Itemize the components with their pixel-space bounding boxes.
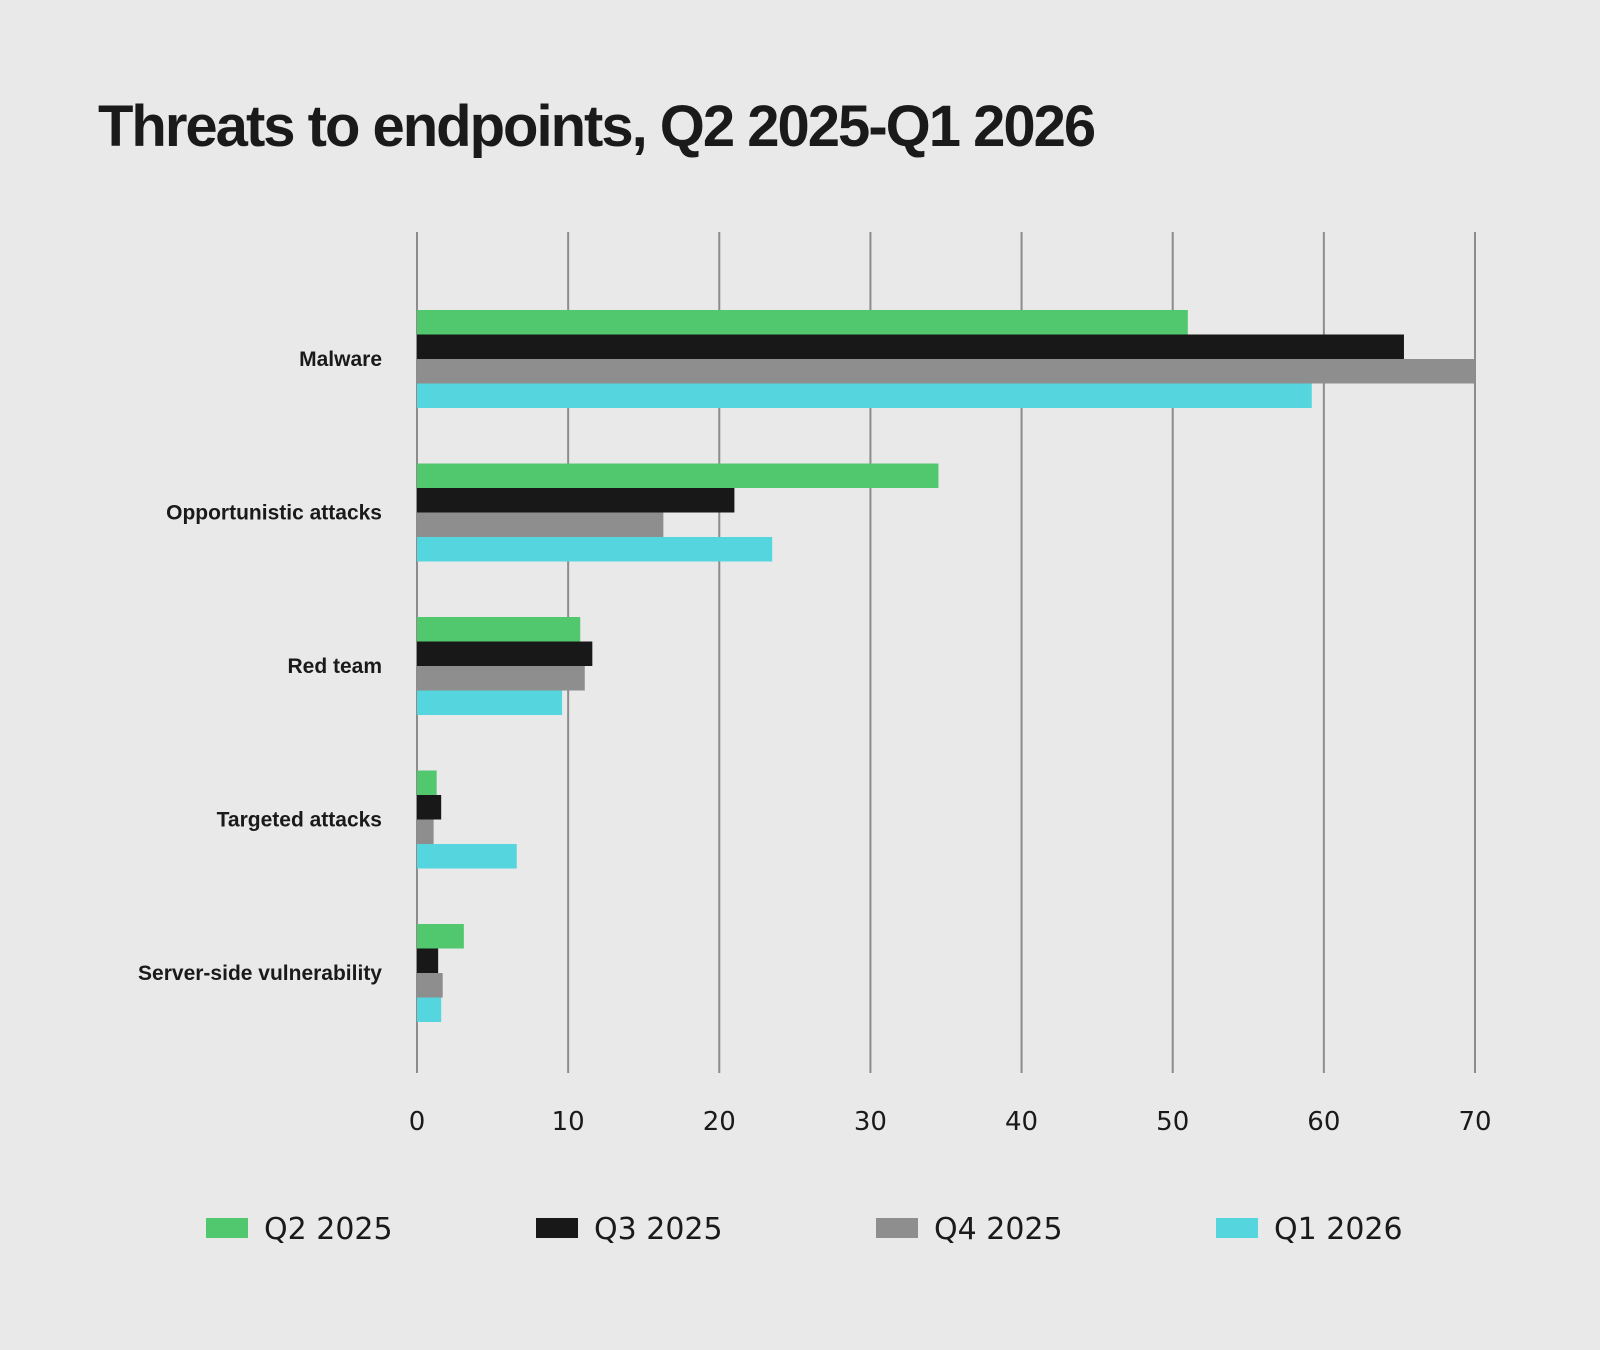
x-tick-label-10: 10 bbox=[552, 1107, 585, 1137]
legend-label-q4-2025: Q4 2025 bbox=[934, 1212, 1063, 1247]
bar-red-team-q2-2025 bbox=[417, 617, 581, 642]
x-axis-ticks: 0 10 20 30 40 50 60 70 bbox=[409, 1107, 1492, 1137]
x-tick-label-40: 40 bbox=[1005, 1107, 1038, 1137]
bars bbox=[417, 310, 1475, 1022]
legend: Q2 2025 Q3 2025 Q4 2025 Q1 2026 bbox=[206, 1212, 1403, 1247]
bar-server-side-vulnerability-q3-2025 bbox=[417, 948, 439, 973]
chart-title: Threats to endpoints, Q2 2025-Q1 2026 bbox=[98, 94, 1096, 159]
bar-targeted-attacks-q1-2026 bbox=[417, 844, 517, 869]
legend-swatch-q2-2025 bbox=[206, 1218, 248, 1238]
legend-label-q1-2026: Q1 2026 bbox=[1274, 1212, 1403, 1247]
bar-targeted-attacks-q3-2025 bbox=[417, 795, 442, 820]
bar-malware-q3-2025 bbox=[417, 334, 1404, 359]
bar-server-side-vulnerability-q4-2025 bbox=[417, 973, 443, 998]
legend-swatch-q3-2025 bbox=[536, 1218, 578, 1238]
bar-opportunistic-attacks-q1-2026 bbox=[417, 537, 773, 562]
category-label-red-team: Red team bbox=[287, 655, 382, 678]
bar-targeted-attacks-q2-2025 bbox=[417, 770, 437, 795]
bar-opportunistic-attacks-q4-2025 bbox=[417, 512, 664, 537]
bar-targeted-attacks-q4-2025 bbox=[417, 819, 434, 844]
x-tick-label-50: 50 bbox=[1156, 1107, 1189, 1137]
category-label-opportunistic-attacks: Opportunistic attacks bbox=[166, 502, 382, 525]
bar-red-team-q4-2025 bbox=[417, 666, 585, 691]
x-tick-label-60: 60 bbox=[1307, 1107, 1340, 1137]
legend-swatch-q1-2026 bbox=[1216, 1218, 1258, 1238]
category-label-targeted-attacks: Targeted attacks bbox=[217, 809, 382, 832]
x-tick-label-0: 0 bbox=[409, 1107, 426, 1137]
legend-label-q2-2025: Q2 2025 bbox=[264, 1212, 393, 1247]
bar-red-team-q1-2026 bbox=[417, 690, 563, 715]
legend-label-q3-2025: Q3 2025 bbox=[594, 1212, 723, 1247]
bar-malware-q2-2025 bbox=[417, 310, 1188, 335]
x-tick-label-20: 20 bbox=[703, 1107, 736, 1137]
category-label-server-side-vulnerability: Server-side vulnerability bbox=[138, 962, 382, 985]
x-tick-label-70: 70 bbox=[1458, 1107, 1491, 1137]
category-labels: Malware Opportunistic attacks Red team Targ… bbox=[138, 348, 382, 985]
category-label-malware: Malware bbox=[299, 348, 382, 371]
bar-server-side-vulnerability-q2-2025 bbox=[417, 924, 464, 949]
bar-opportunistic-attacks-q3-2025 bbox=[417, 488, 735, 513]
bar-red-team-q3-2025 bbox=[417, 641, 593, 666]
bar-server-side-vulnerability-q1-2026 bbox=[417, 997, 442, 1022]
bar-opportunistic-attacks-q2-2025 bbox=[417, 463, 939, 488]
bar-malware-q4-2025 bbox=[417, 359, 1475, 384]
x-tick-label-30: 30 bbox=[854, 1107, 887, 1137]
bar-malware-q1-2026 bbox=[417, 383, 1312, 408]
legend-swatch-q4-2025 bbox=[876, 1218, 918, 1238]
